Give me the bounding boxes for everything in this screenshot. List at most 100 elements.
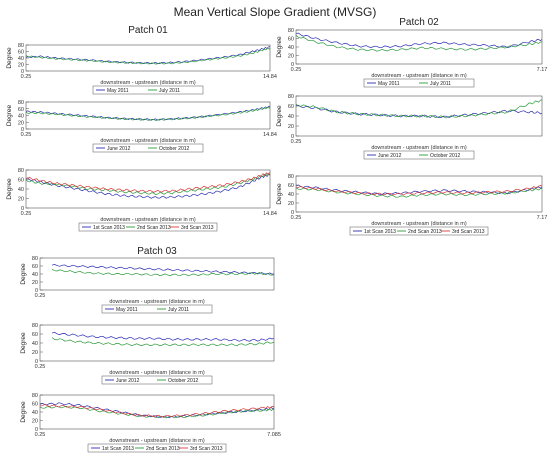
y-tick-label: 0 [35, 359, 38, 365]
y-tick-label: 80 [18, 100, 24, 106]
y-axis-label: Degree [20, 263, 27, 285]
legend-entry: July 2011 [159, 88, 180, 94]
x-tick-label: 0.25 [35, 432, 46, 438]
y-axis-label: Degree [6, 178, 13, 200]
y-tick-label: 60 [18, 107, 24, 113]
y-tick-label: 20 [18, 120, 24, 126]
y-tick-label: 20 [18, 197, 24, 203]
y-tick-label: 0 [291, 210, 294, 216]
x-tick-label: 0.25 [35, 293, 46, 299]
series-line-2 [39, 405, 275, 419]
series-line-2 [25, 106, 271, 121]
x-tick-label: 14.84 [263, 132, 277, 138]
series-line-1 [25, 173, 271, 199]
y-tick-label: 20 [32, 419, 38, 425]
legend-entry: 1st Scan 2013 [93, 225, 125, 231]
y-axis-label: Degree [276, 36, 283, 58]
y-axis-label: Degree [6, 104, 13, 126]
y-axis-label: Degree [276, 183, 283, 205]
x-axis-label: downstream - upstream (distance in m) [109, 370, 205, 376]
legend-entry: 2nd Scan 2013 [146, 446, 180, 452]
x-axis-label: downstream - upstream (distance in m) [100, 80, 196, 86]
y-tick-label: 20 [32, 280, 38, 286]
plot-frame [295, 29, 543, 65]
plot-frame [295, 175, 543, 213]
plot-frame [295, 95, 543, 137]
y-tick-label: 20 [288, 201, 294, 207]
series-line-3 [39, 404, 275, 418]
legend-entry: 3rd Scan 2013 [181, 225, 214, 231]
x-tick-label: 0.25 [35, 364, 46, 370]
x-axis-label: downstream - upstream (distance in m) [371, 145, 467, 151]
series-line-2 [25, 173, 271, 195]
x-tick-label: 7.17 [537, 67, 548, 73]
legend-box [78, 222, 218, 232]
y-tick-label: 60 [288, 104, 294, 110]
y-tick-label: 80 [288, 28, 294, 34]
y-tick-label: 60 [288, 183, 294, 189]
y-tick-label: 0 [291, 62, 294, 68]
legend-box [349, 226, 489, 236]
series-line-1 [25, 46, 271, 65]
panel-title: Patch 03 [137, 246, 177, 257]
x-tick-label: 14.84 [263, 211, 277, 217]
legend-entry: May 2011 [378, 81, 400, 87]
legend-entry: June 2012 [107, 146, 131, 152]
y-tick-label: 40 [288, 114, 294, 120]
y-axis-label: Degree [20, 401, 27, 423]
x-axis-label: downstream - upstream (distance in m) [109, 438, 205, 444]
x-tick-label: 7.17 [537, 215, 548, 221]
panel-title: Patch 02 [399, 17, 439, 28]
y-tick-label: 40 [32, 410, 38, 416]
x-tick-label: 0.25 [21, 211, 32, 217]
legend-entry: 1st Scan 2013 [102, 446, 134, 452]
plot-frame [25, 44, 271, 72]
series-line-1 [51, 331, 275, 342]
series-line-1 [295, 184, 543, 196]
x-tick-label: 14.84 [263, 74, 277, 80]
chart-p02b: 0 20 40 60 80 Degree 0.25 downstream - upstream… [276, 94, 543, 160]
x-axis-label: downstream - upstream (distance in m) [100, 217, 196, 223]
legend-box [87, 443, 227, 453]
y-tick-label: 60 [288, 37, 294, 43]
y-tick-label: 20 [18, 63, 24, 69]
series-line-2 [295, 99, 543, 119]
series-line-1 [295, 32, 543, 49]
y-tick-label: 0 [21, 69, 24, 75]
y-tick-label: 80 [18, 168, 24, 174]
y-tick-label: 60 [18, 50, 24, 56]
legend-entry: July 2011 [168, 307, 189, 313]
x-tick-label: 7.085 [267, 432, 281, 438]
legend-entry: 3rd Scan 2013 [452, 229, 485, 235]
plot-frame [39, 324, 275, 362]
y-tick-label: 80 [32, 393, 38, 399]
y-axis-label: Degree [6, 47, 13, 69]
series-line-3 [295, 185, 543, 196]
legend-entry: May 2011 [107, 88, 129, 94]
y-tick-label: 80 [288, 174, 294, 180]
chart-p03a: Patch 03 0 20 40 60 80 Degree 0.25 downstream - … [20, 246, 275, 314]
y-tick-label: 80 [18, 43, 24, 49]
series-line-1 [25, 105, 271, 121]
y-tick-label: 20 [32, 350, 38, 356]
y-tick-label: 20 [288, 124, 294, 130]
x-axis-label: downstream - upstream (distance in m) [371, 73, 467, 79]
x-axis-label: downstream - upstream (distance in m) [109, 299, 205, 305]
legend-entry: 1st Scan 2013 [364, 229, 396, 235]
y-tick-label: 0 [21, 206, 24, 212]
y-tick-label: 40 [18, 56, 24, 62]
chart-p01c: 0 20 40 60 80 Degree 0.25 14.84 downstream - ups… [6, 168, 277, 232]
y-tick-label: 60 [32, 402, 38, 408]
y-tick-label: 20 [288, 54, 294, 60]
y-tick-label: 0 [291, 134, 294, 140]
legend-entry: October 2012 [159, 146, 190, 152]
legend-entry: May 2011 [116, 307, 138, 313]
x-axis-label: downstream - upstream (distance in m) [371, 221, 467, 227]
y-tick-label: 40 [288, 192, 294, 198]
series-line-2 [25, 48, 271, 65]
legend-entry: June 2012 [378, 153, 402, 159]
x-tick-label: 0.25 [291, 67, 302, 73]
